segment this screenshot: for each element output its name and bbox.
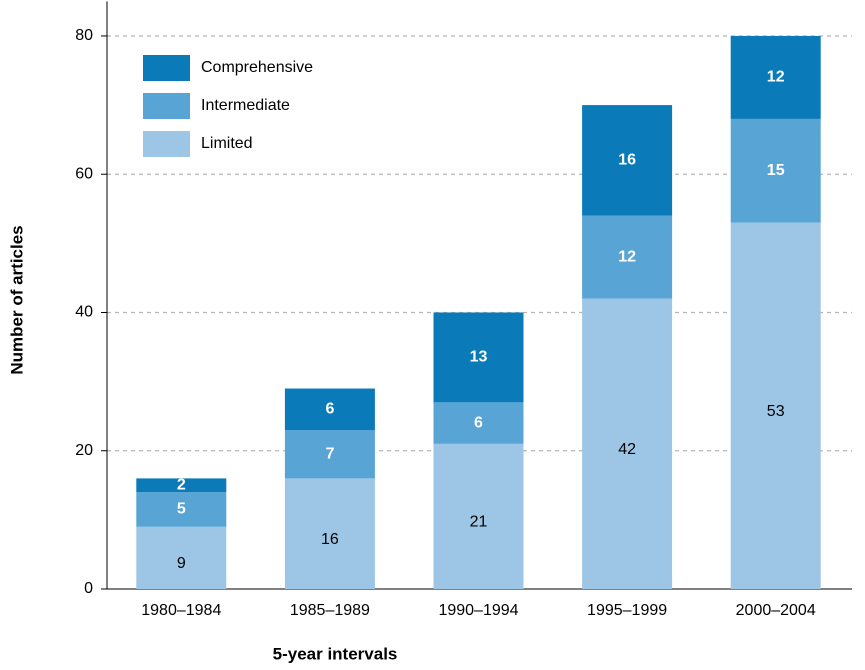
bar-segment xyxy=(136,492,227,527)
value-label: 15 xyxy=(767,162,785,179)
bar-segment xyxy=(730,118,821,223)
x-tick-label: 2000–2004 xyxy=(736,602,816,619)
bar-segment xyxy=(433,312,524,403)
y-tick-label: 20 xyxy=(75,442,93,459)
value-label: 16 xyxy=(618,152,636,169)
x-tick-label: 1980–1984 xyxy=(141,602,221,619)
y-axis-title: Number of articles xyxy=(7,225,26,374)
bar-segment xyxy=(730,35,821,119)
legend-label: Limited xyxy=(201,135,253,152)
value-label: 13 xyxy=(470,349,488,366)
bar-segment xyxy=(433,402,524,444)
y-tick-label: 0 xyxy=(84,580,93,597)
value-label: 12 xyxy=(618,248,636,265)
value-label: 16 xyxy=(321,531,339,548)
y-tick-label: 40 xyxy=(75,304,93,321)
value-label: 7 xyxy=(325,445,334,462)
value-label: 53 xyxy=(767,403,785,420)
bar-segment xyxy=(284,478,375,589)
bar-segment xyxy=(582,298,673,589)
value-label: 9 xyxy=(177,555,186,572)
value-label: 6 xyxy=(474,414,483,431)
x-tick-label: 1985–1989 xyxy=(290,602,370,619)
bar-segment xyxy=(284,430,375,479)
bar-segment xyxy=(582,215,673,299)
value-label: 6 xyxy=(325,400,334,417)
x-tick-label: 1990–1994 xyxy=(438,602,518,619)
bar-segment xyxy=(433,443,524,589)
bar-segment xyxy=(730,222,821,589)
legend-swatch xyxy=(143,93,190,119)
legend-label: Intermediate xyxy=(201,97,290,114)
bar-segment xyxy=(136,526,227,589)
legend-label: Comprehensive xyxy=(201,59,313,76)
legend-swatch xyxy=(143,131,190,157)
value-label: 5 xyxy=(177,501,186,518)
legend-swatch xyxy=(143,55,190,81)
value-label: 42 xyxy=(618,441,636,458)
bar-segment xyxy=(284,388,375,431)
value-label: 21 xyxy=(470,514,488,531)
x-axis-title: 5-year intervals xyxy=(273,644,398,663)
bar-segment xyxy=(582,105,673,216)
value-label: 12 xyxy=(767,69,785,86)
bar-segment xyxy=(136,478,227,493)
y-tick-label: 60 xyxy=(75,165,93,182)
x-tick-label: 1995–1999 xyxy=(587,602,667,619)
value-label: 2 xyxy=(177,477,186,494)
y-tick-label: 80 xyxy=(75,27,93,44)
